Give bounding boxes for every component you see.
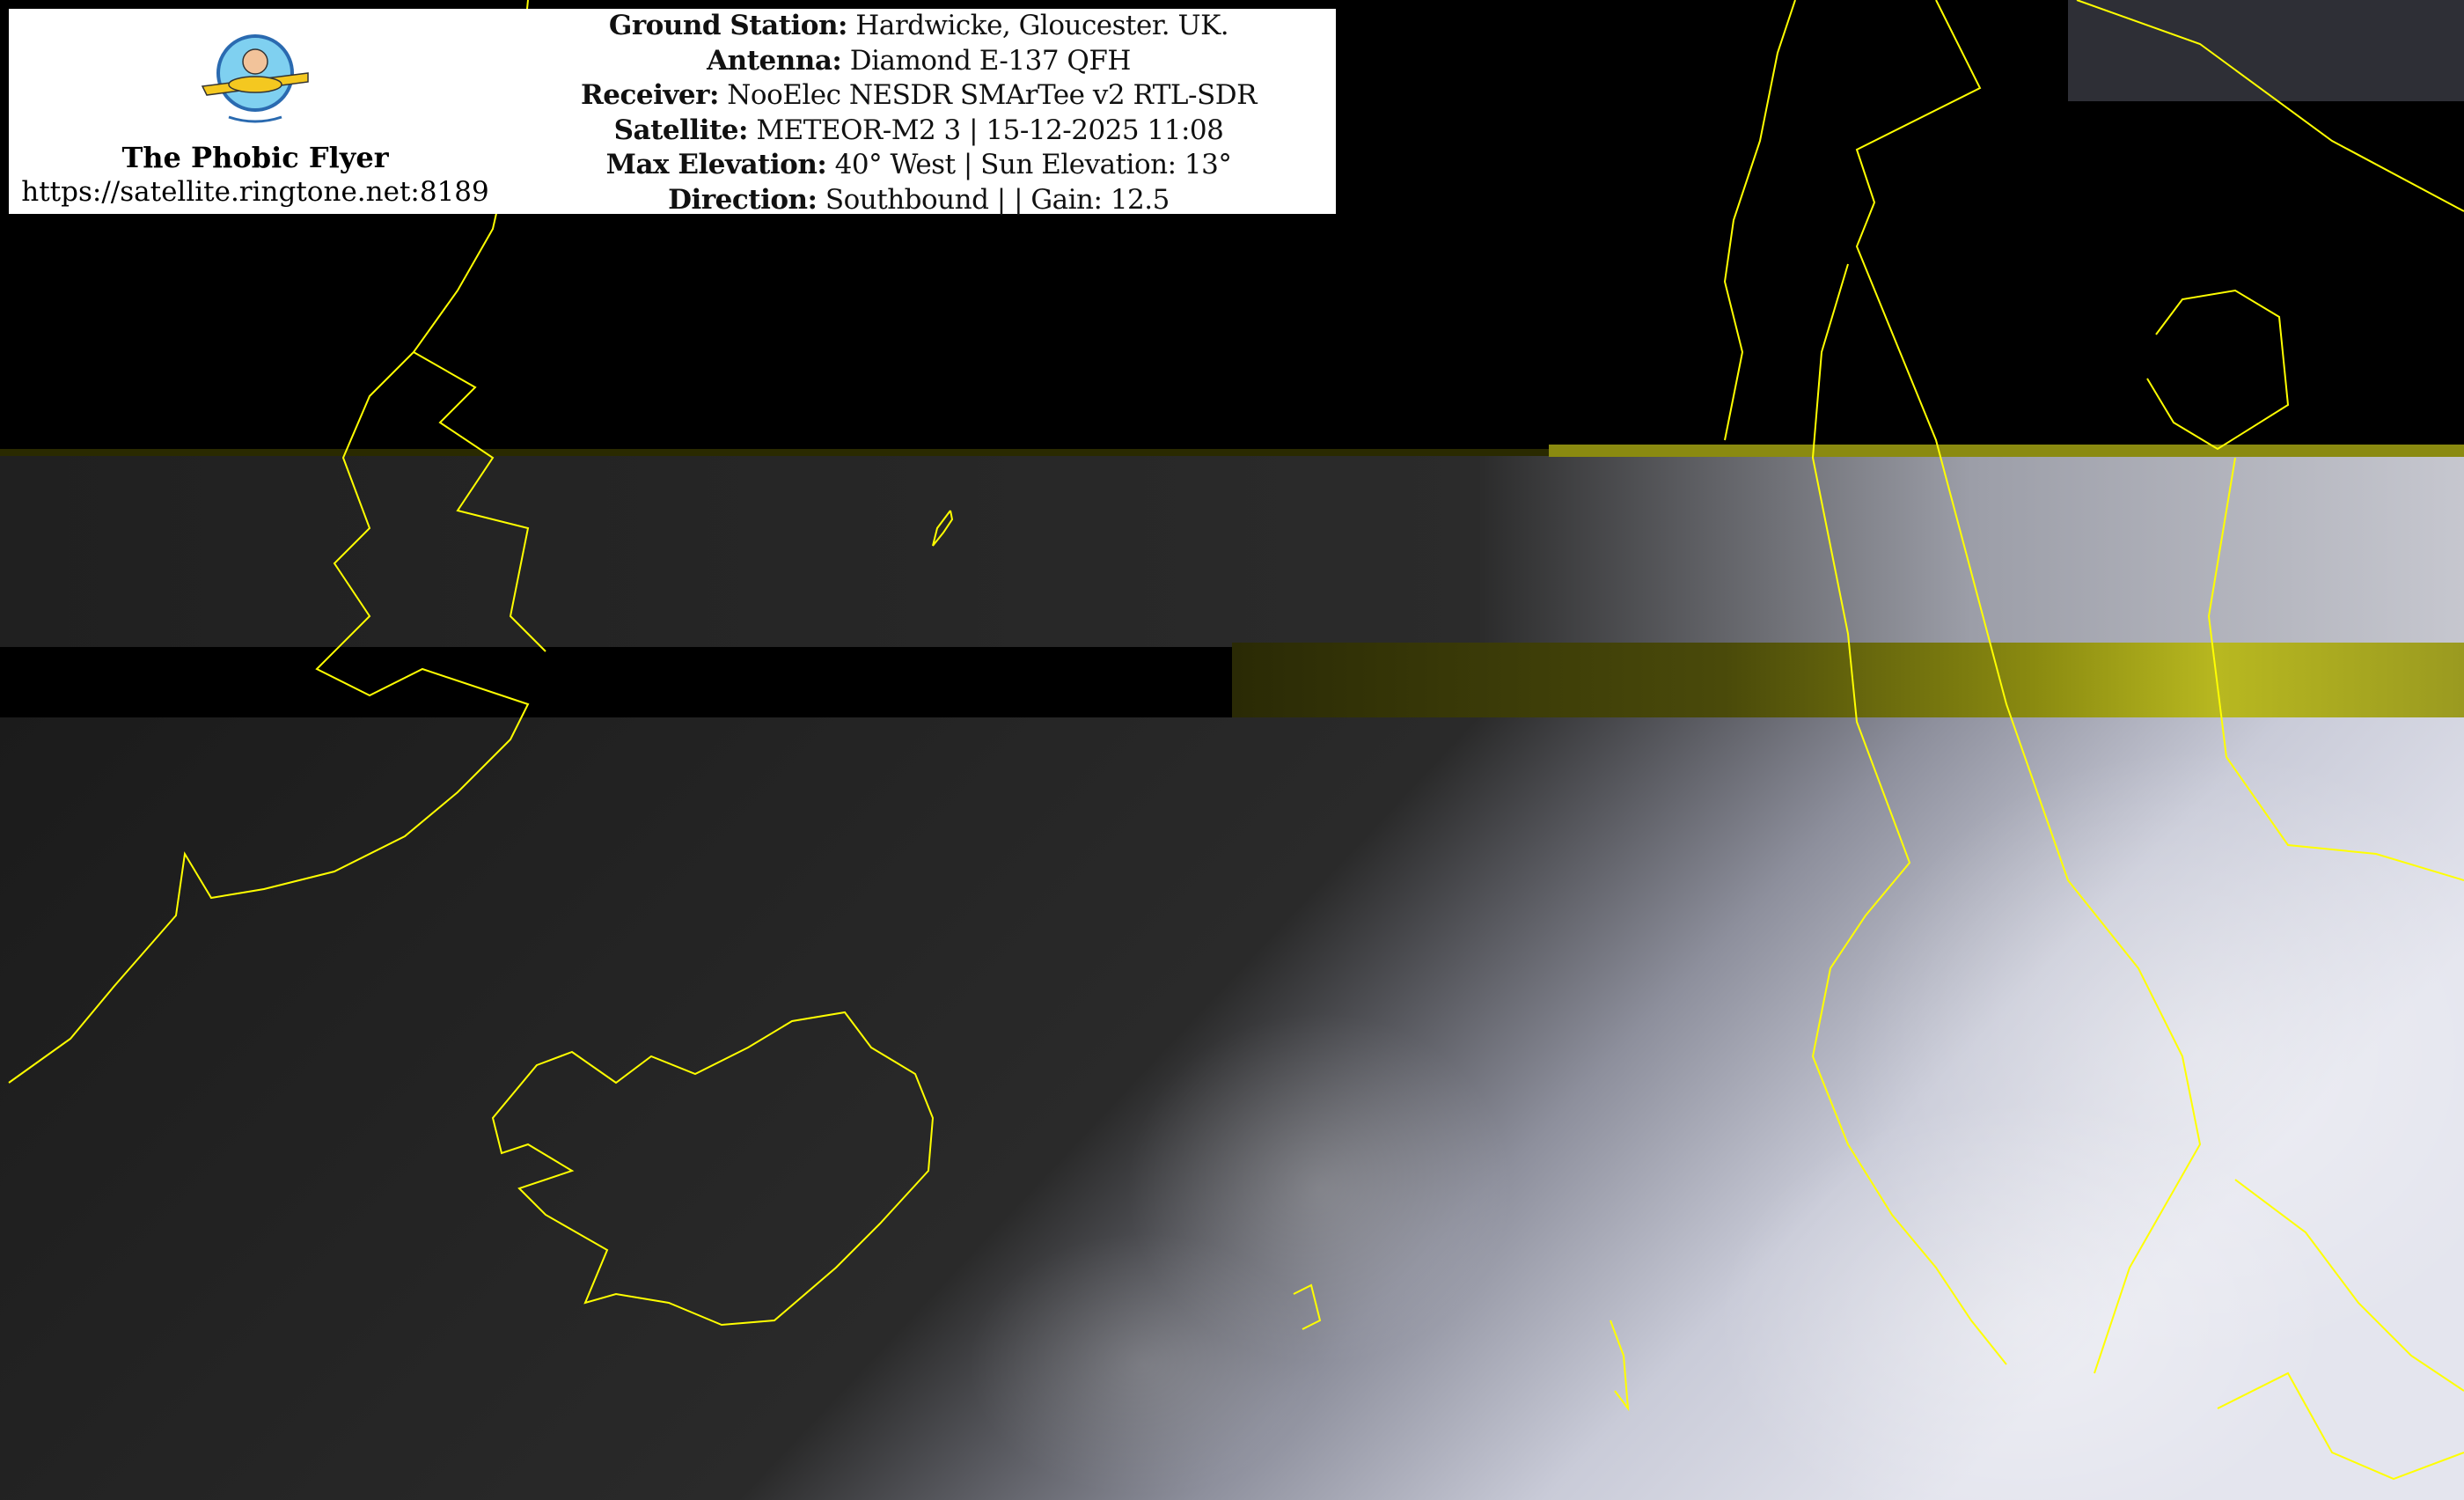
top-right-cloud	[2068, 0, 2464, 101]
europe-coast	[2217, 1371, 2464, 1481]
station-info-overlay: The Phobic Flyer https://satellite.ringt…	[9, 9, 1336, 217]
satellite-line: Satellite: METEOR-M2 3 | 15-12-2025 11:0…	[502, 114, 1336, 149]
brand-block: The Phobic Flyer https://satellite.ringt…	[9, 9, 502, 214]
white-sea-coast	[2146, 289, 2290, 451]
pass-details: Ground Station: Hardwicke, Gloucester. U…	[502, 9, 1336, 217]
shetland-islands	[1610, 1320, 1630, 1412]
elevation-line: Max Elevation: 40° West | Sun Elevation:…	[502, 148, 1336, 183]
baltic-coast	[2207, 457, 2464, 881]
faroe-islands	[1293, 1283, 1322, 1330]
receiver-line: Receiver: NooElec NESDR SMArTee v2 RTL-S…	[502, 78, 1336, 114]
receiver-label: Receiver:	[581, 79, 719, 111]
phobic-flyer-logo	[201, 34, 309, 123]
elevation-value: 40° West | Sun Elevation: 13°	[826, 149, 1232, 180]
direction-line: Direction: Southbound | | Gain: 12.5	[502, 183, 1336, 218]
ground-station-label: Ground Station:	[608, 10, 848, 41]
iceland-coast	[491, 1011, 935, 1327]
brand-url: https://satellite.ringtone.net:8189	[21, 176, 489, 208]
image-band-upper	[0, 453, 2464, 647]
receiver-value: NooElec NESDR SMArTee v2 RTL-SDR	[718, 79, 1257, 111]
antenna-value: Diamond E-137 QFH	[841, 44, 1132, 77]
brand-name: The Phobic Flyer	[121, 141, 389, 174]
svalbard-coast	[1723, 0, 1796, 441]
jan-mayen	[932, 510, 954, 547]
direction-label: Direction:	[668, 183, 818, 216]
ground-station-value: Hardwicke, Gloucester. UK.	[847, 10, 1229, 41]
greenland-fjords	[413, 351, 546, 652]
satellite-label: Satellite:	[613, 114, 749, 146]
coastlines	[8, 0, 2464, 1481]
ground-station-line: Ground Station: Hardwicke, Gloucester. U…	[502, 9, 1336, 44]
direction-value: Southbound | | Gain: 12.5	[817, 183, 1170, 216]
satellite-value: METEOR-M2 3 | 15-12-2025 11:08	[747, 114, 1224, 146]
antenna-label: Antenna:	[707, 44, 842, 77]
finland-coast	[2076, 0, 2464, 212]
image-noise-streak	[1232, 643, 2464, 720]
norway-coast	[1811, 263, 2007, 1365]
max-elevation-label: Max Elevation:	[605, 149, 827, 180]
antenna-line: Antenna: Diamond E-137 QFH	[502, 44, 1336, 79]
danish-coast	[2234, 1179, 2464, 1392]
sweden-border	[1855, 0, 2202, 1374]
